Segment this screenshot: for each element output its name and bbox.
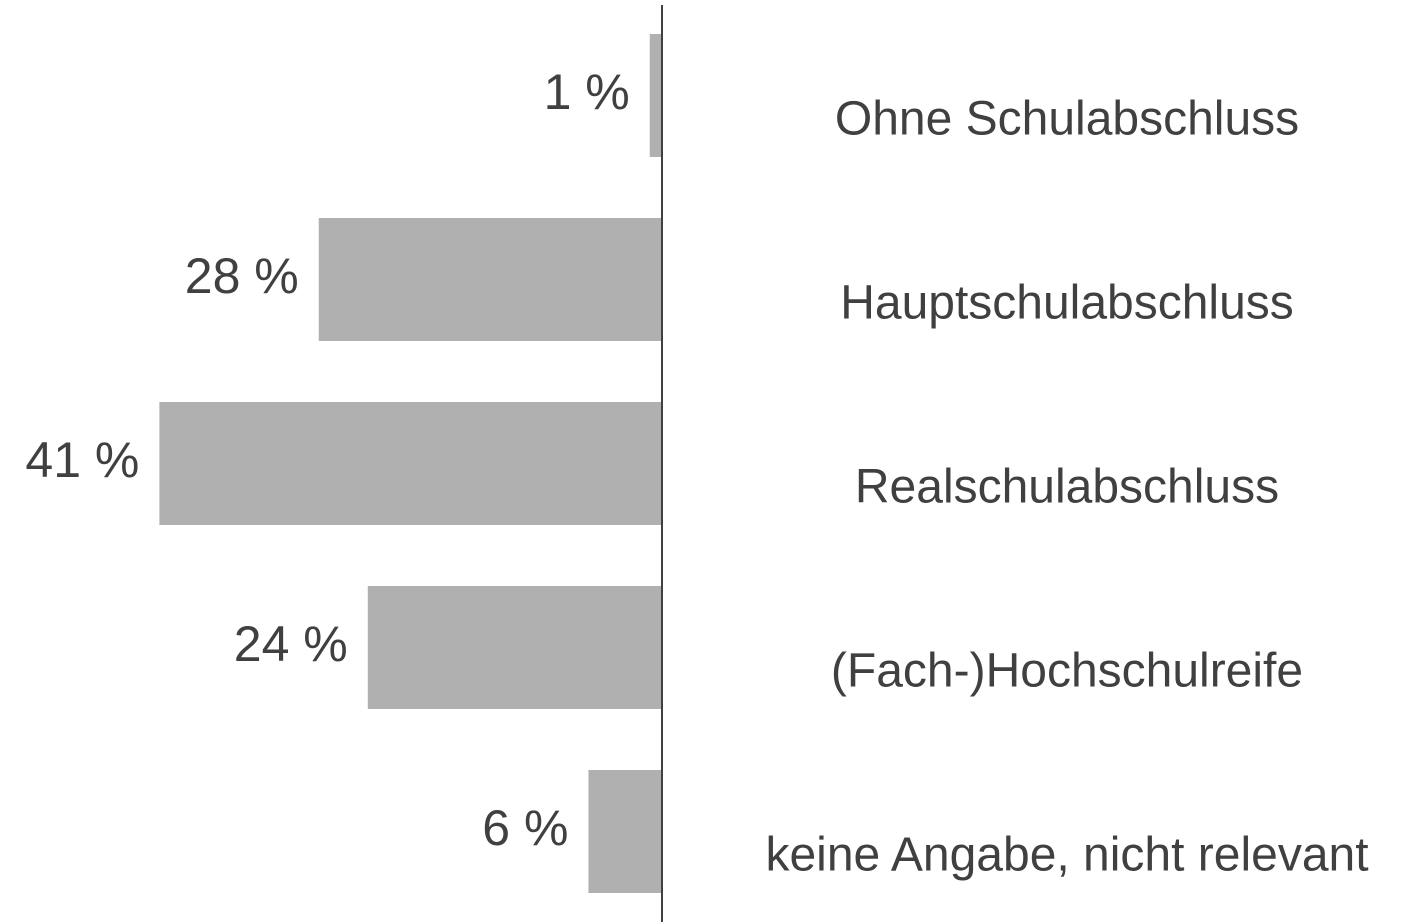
category-label: Realschulabschluss [855,461,1279,514]
category-label: Ohne Schulabschluss [835,93,1299,146]
value-label: 24 % [234,616,348,672]
value-label: 28 % [185,248,299,304]
category-label: (Fach-)Hochschulreife [831,645,1303,698]
bar [367,586,662,709]
category-label: keine Angabe, nicht relevant [765,829,1368,882]
bar [159,402,663,525]
value-label: 6 % [482,800,568,856]
value-label: 1 % [544,64,630,120]
bar [588,770,662,893]
bar [649,34,662,157]
bar [318,218,662,341]
value-label: 41 % [25,432,139,488]
category-label: Hauptschulabschluss [840,277,1294,330]
